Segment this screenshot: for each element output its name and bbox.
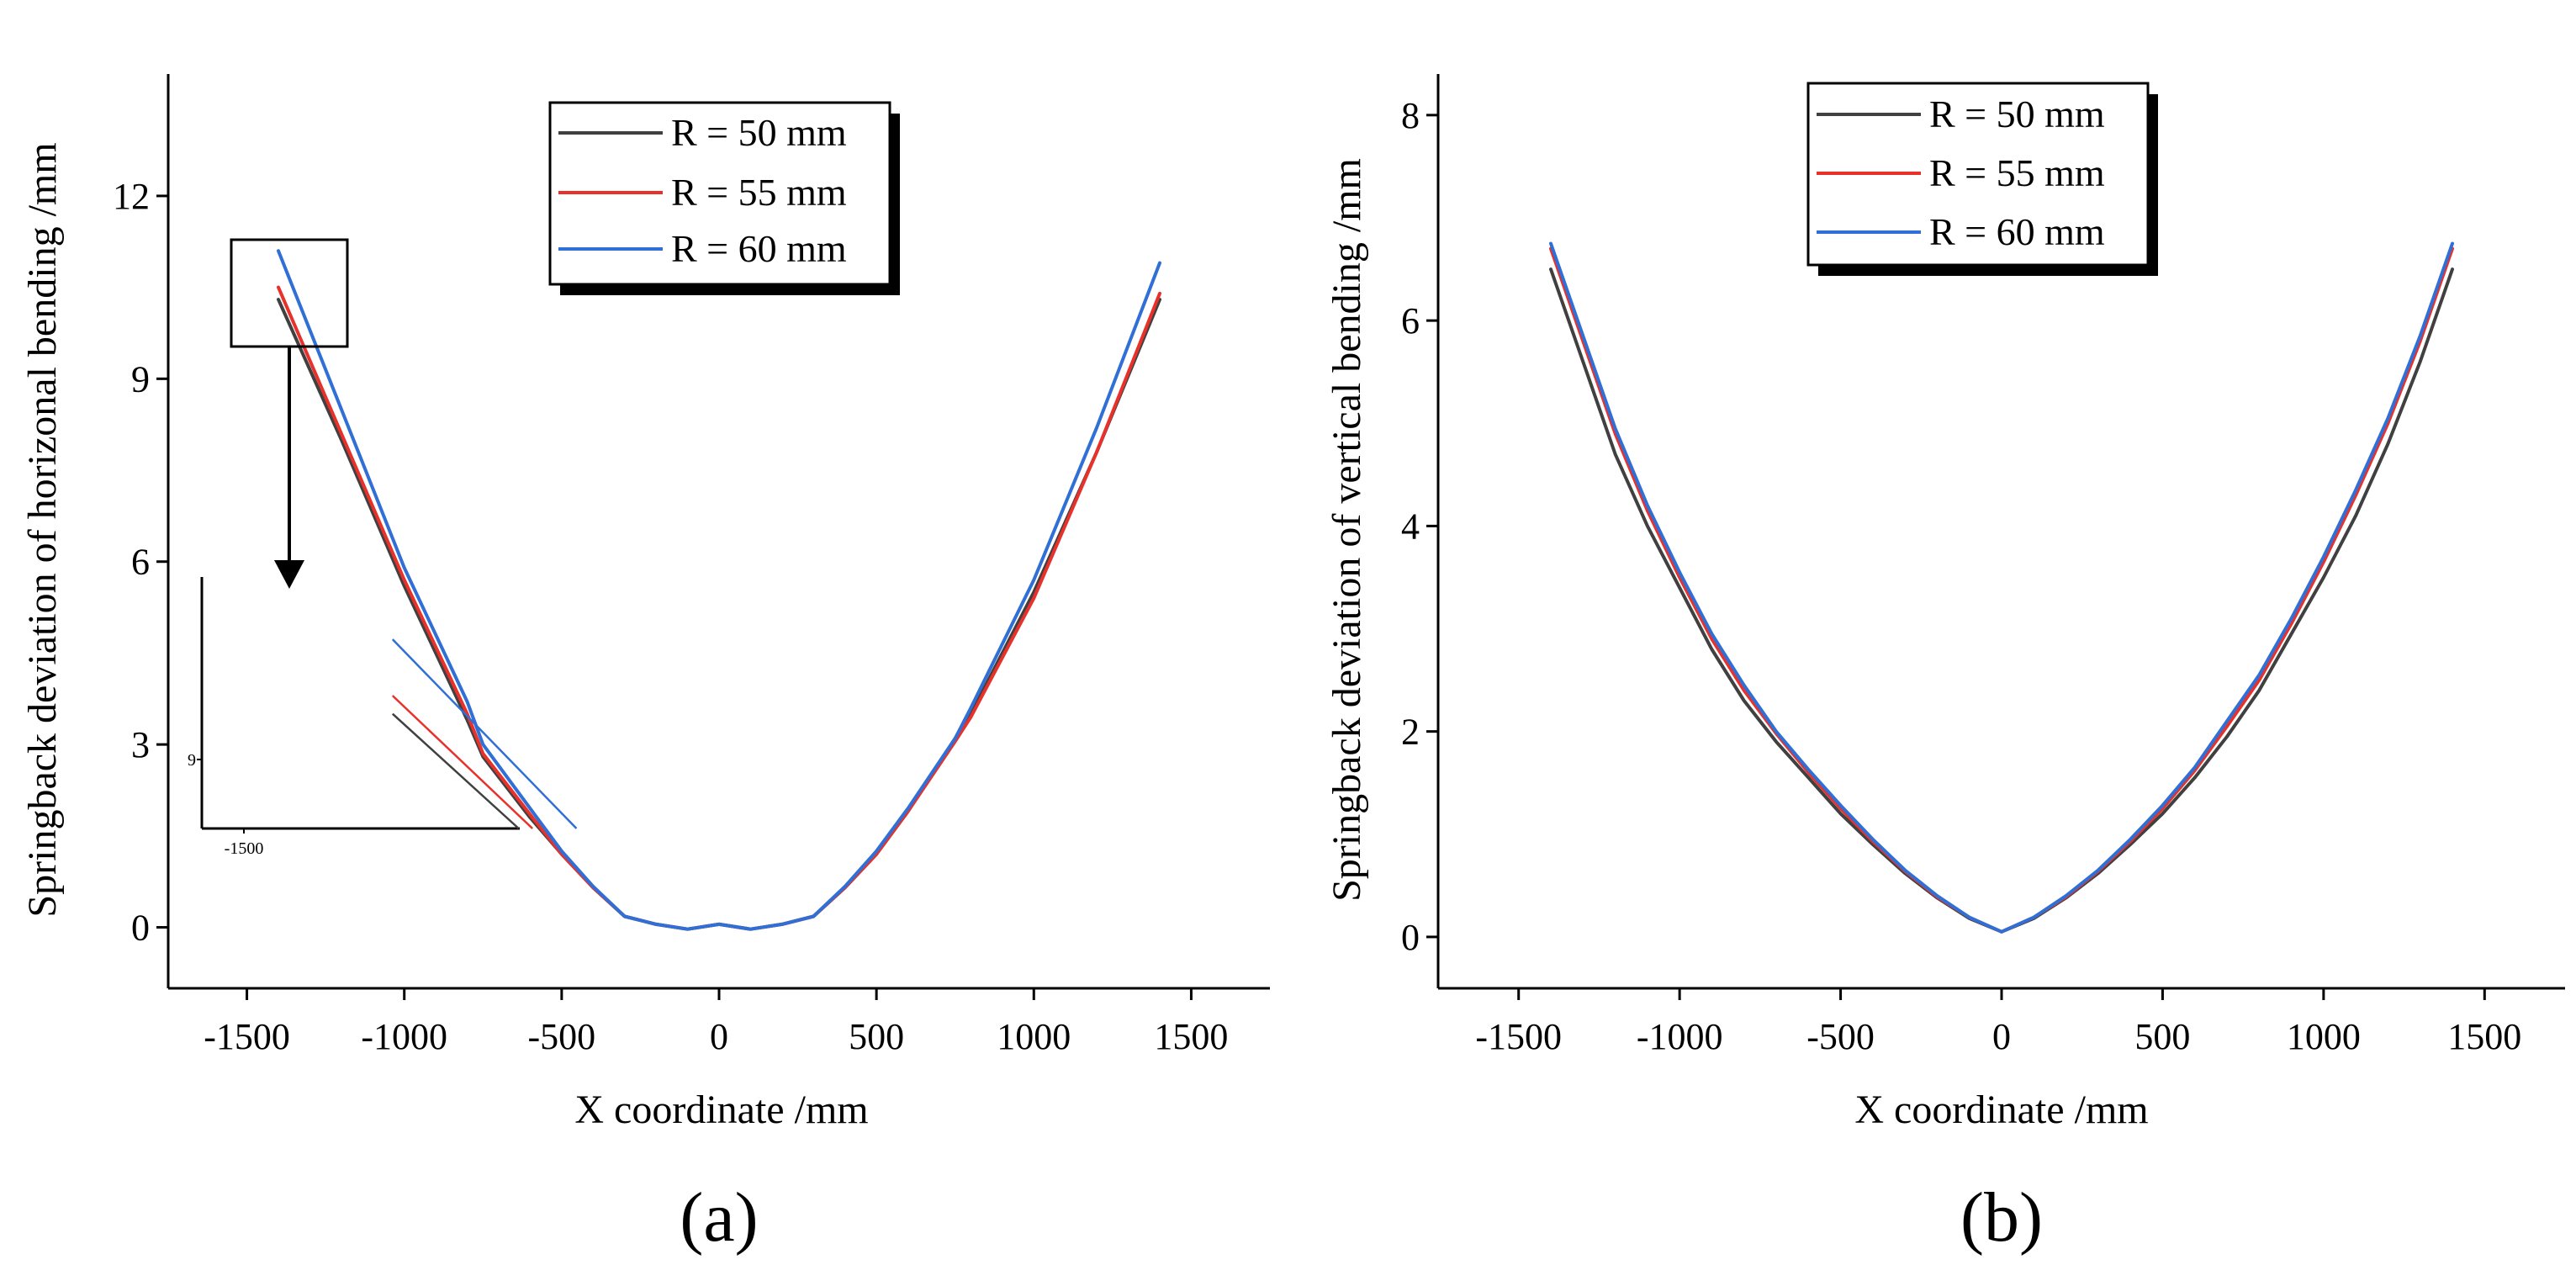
series-line-b-60mm — [1549, 241, 2454, 934]
y-axis-label-b: Springback deviation of vertical bending… — [1325, 158, 1369, 902]
series-line-a-55mm — [277, 285, 1161, 931]
xtick-label-a-0: -1500 — [204, 1016, 290, 1057]
series-line-a-60mm — [277, 249, 1161, 931]
inset-plot: 9 -1500 — [188, 577, 578, 858]
ytick-label-a-4: 12 — [113, 176, 150, 217]
inset-series-line-60mm — [391, 638, 578, 829]
chart-b: 0 2 4 6 8 -1500 -1000 -500 0 500 1000 1500 Springb… — [1325, 74, 2565, 1257]
xtick-label-b-0: -1500 — [1475, 1016, 1562, 1057]
xtick-label-b-5: 1000 — [2287, 1016, 2361, 1057]
ytick-label-b-2: 4 — [1401, 505, 1420, 547]
ytick-label-a-3: 9 — [131, 358, 150, 400]
inset-series-line-55mm — [391, 695, 533, 829]
x-axis-label-b: X coordinate /mm — [1854, 1088, 2148, 1132]
ytick-label-a-1: 3 — [131, 724, 150, 765]
inset-ytick-label: 9 — [188, 751, 196, 770]
xtick-label-b-1: -1000 — [1637, 1016, 1723, 1057]
ytick-label-a-0: 0 — [131, 908, 150, 949]
xtick-label-a-1: -1000 — [361, 1016, 447, 1057]
legend-a: R = 50 mm R = 55 mm R = 60 mm — [548, 101, 900, 295]
chart-a: 0 3 6 9 12 -1500 -1000 -500 0 500 1000 1500 Spring… — [20, 74, 1270, 1257]
xtick-label-a-4: 500 — [849, 1016, 904, 1057]
series-line-a-50mm — [277, 298, 1161, 931]
xtick-label-b-4: 500 — [2134, 1016, 2190, 1057]
panel-label-b: (b) — [1960, 1178, 2043, 1257]
y-axis-label-a: Springback deviation of horizonal bendin… — [20, 142, 65, 917]
legend-label-b-r55: R = 55 mm — [1929, 151, 2105, 194]
inset-xtick-label: -1500 — [225, 839, 264, 858]
x-axis-label-a: X coordinate /mm — [574, 1088, 868, 1132]
legend-label-b-r60: R = 60 mm — [1929, 210, 2105, 253]
xtick-label-a-2: -500 — [528, 1016, 596, 1057]
xtick-label-b-6: 1500 — [2447, 1016, 2521, 1057]
xtick-label-b-3: 0 — [1992, 1016, 2011, 1057]
ytick-label-b-0: 0 — [1401, 917, 1420, 958]
ytick-label-a-2: 6 — [131, 542, 150, 583]
legend-label-a-r60: R = 60 mm — [671, 227, 847, 270]
legend-label-a-r55: R = 55 mm — [671, 171, 847, 214]
legend-label-a-r50: R = 50 mm — [671, 111, 847, 154]
xtick-label-a-3: 0 — [710, 1016, 728, 1057]
zoom-arrow-head — [274, 560, 304, 589]
panel-label-a: (a) — [680, 1178, 758, 1257]
zoom-box — [230, 238, 349, 348]
series-line-b-50mm — [1549, 267, 2454, 934]
legend-b: R = 50 mm R = 55 mm R = 60 mm — [1806, 82, 2158, 276]
ytick-label-b-4: 8 — [1401, 95, 1420, 136]
xtick-label-a-6: 1500 — [1154, 1016, 1228, 1057]
ytick-label-b-1: 2 — [1401, 712, 1420, 753]
ytick-label-b-3: 6 — [1401, 300, 1420, 341]
xtick-label-b-2: -500 — [1806, 1016, 1875, 1057]
xtick-label-a-5: 1000 — [997, 1016, 1071, 1057]
legend-label-b-r50: R = 50 mm — [1929, 93, 2105, 135]
inset-series-line-50mm — [391, 712, 520, 829]
